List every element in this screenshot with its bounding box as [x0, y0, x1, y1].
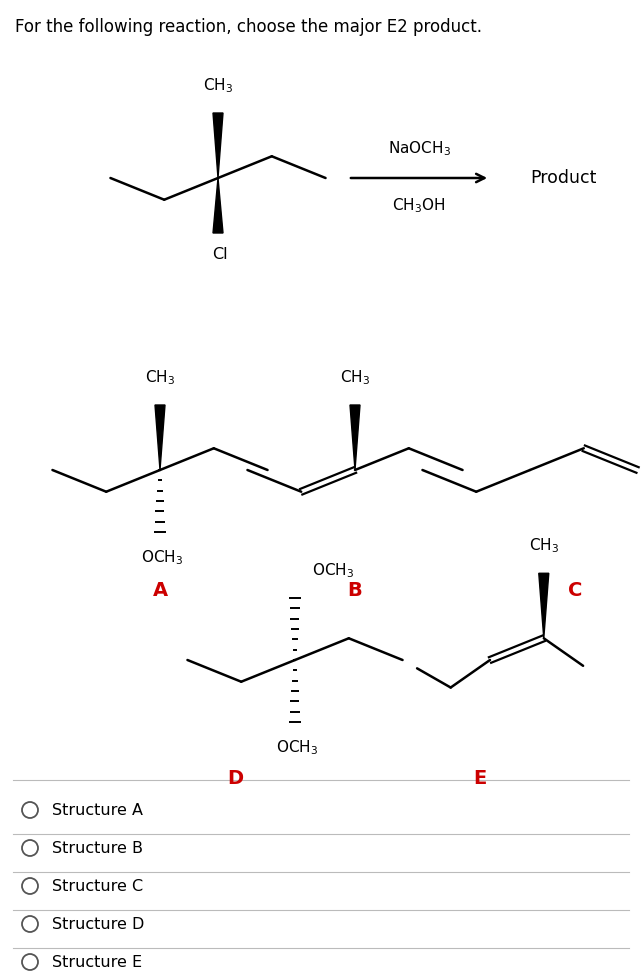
Polygon shape	[213, 113, 223, 178]
Text: OCH$_3$: OCH$_3$	[276, 738, 318, 756]
Circle shape	[22, 840, 38, 856]
Circle shape	[22, 802, 38, 818]
Text: Structure B: Structure B	[52, 841, 143, 855]
Text: Product: Product	[530, 169, 596, 187]
Text: CH$_3$OH: CH$_3$OH	[392, 196, 446, 215]
Text: Cl: Cl	[213, 247, 228, 262]
Text: A: A	[152, 580, 168, 600]
Text: OCH$_3$: OCH$_3$	[312, 561, 354, 580]
Text: CH$_3$: CH$_3$	[203, 76, 233, 95]
Text: For the following reaction, choose the major E2 product.: For the following reaction, choose the m…	[15, 18, 482, 36]
Circle shape	[22, 954, 38, 970]
Text: E: E	[473, 769, 487, 787]
Text: Structure C: Structure C	[52, 879, 143, 893]
Text: C: C	[568, 580, 582, 600]
Text: NaOCH$_3$: NaOCH$_3$	[388, 139, 451, 158]
Circle shape	[22, 916, 38, 932]
Text: OCH$_3$: OCH$_3$	[141, 548, 183, 567]
Text: CH$_3$: CH$_3$	[340, 368, 370, 387]
Text: CH$_3$: CH$_3$	[529, 537, 559, 555]
Text: D: D	[227, 769, 243, 787]
Polygon shape	[213, 178, 223, 233]
Text: Structure A: Structure A	[52, 803, 143, 817]
Polygon shape	[350, 405, 360, 470]
Text: B: B	[347, 580, 362, 600]
Polygon shape	[155, 405, 165, 470]
Text: Structure E: Structure E	[52, 955, 142, 969]
Text: CH$_3$: CH$_3$	[145, 368, 175, 387]
Circle shape	[22, 878, 38, 894]
Text: Structure D: Structure D	[52, 917, 144, 931]
Polygon shape	[539, 573, 549, 639]
